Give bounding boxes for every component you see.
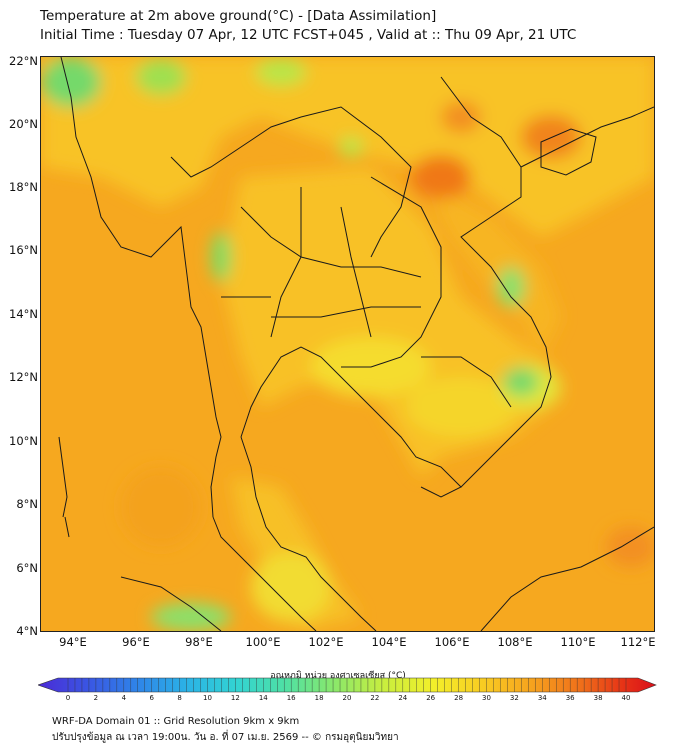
footer-update: ปรับปรุงข้อมูล ณ เวลา 19:00น. วัน อ. ที่… bbox=[52, 732, 399, 743]
colorbar-tick-label: 24 bbox=[398, 694, 408, 702]
lon-label: 94°E bbox=[59, 635, 87, 649]
colorbar-tick-label: 36 bbox=[565, 694, 575, 702]
colorbar-tick-label: 0 bbox=[65, 694, 71, 702]
country-borders bbox=[58, 57, 654, 631]
lat-label: 22°N bbox=[9, 54, 38, 68]
colorbar-tick-label: 6 bbox=[149, 694, 154, 702]
colorbar bbox=[38, 677, 657, 693]
lat-label: 16°N bbox=[9, 243, 38, 257]
lat-label: 18°N bbox=[9, 180, 38, 194]
footer-domain: WRF-DA Domain 01 :: Grid Resolution 9km … bbox=[52, 716, 300, 727]
colorbar-tick-label: 4 bbox=[121, 694, 127, 702]
colorbar-tick-label: 32 bbox=[509, 694, 519, 702]
colorbar-tick-label: 38 bbox=[593, 694, 603, 702]
colorbar-tick-label: 2 bbox=[93, 694, 99, 702]
lat-label: 8°N bbox=[16, 497, 38, 511]
lat-label: 12°N bbox=[9, 370, 38, 384]
lat-label: 20°N bbox=[9, 117, 38, 131]
colorbar-tick-label: 40 bbox=[621, 694, 631, 702]
lat-label: 10°N bbox=[9, 434, 38, 448]
lat-label: 14°N bbox=[9, 307, 38, 321]
lon-label: 108°E bbox=[497, 635, 533, 649]
lon-label: 98°E bbox=[185, 635, 213, 649]
colorbar-tick-label: 14 bbox=[258, 694, 268, 702]
colorbar-title: อุณหภูมิ หน่วย องศาเซลเซียส (°C) bbox=[270, 671, 406, 681]
colorbar-tick-label: 34 bbox=[537, 694, 547, 702]
lat-label: 4°N bbox=[16, 624, 38, 638]
colorbar-tick-label: 16 bbox=[286, 694, 296, 702]
colorbar-tick-label: 8 bbox=[177, 694, 182, 702]
colorbar-tick-label: 18 bbox=[314, 694, 324, 702]
colorbar-tick-label: 28 bbox=[454, 694, 464, 702]
lon-label: 112°E bbox=[620, 635, 656, 649]
colorbar-tick-label: 12 bbox=[230, 694, 240, 702]
colorbar-tick-label: 20 bbox=[342, 694, 352, 702]
map-canvas bbox=[41, 57, 654, 631]
lon-label: 110°E bbox=[560, 635, 596, 649]
colorbar-tick-label: 26 bbox=[426, 694, 436, 702]
colorbar-tick-label: 22 bbox=[370, 694, 380, 702]
lon-label: 100°E bbox=[245, 635, 281, 649]
lon-label: 104°E bbox=[371, 635, 407, 649]
lat-label: 6°N bbox=[16, 561, 38, 575]
colorbar-tick-label: 10 bbox=[203, 694, 212, 702]
colorbar-tick-label: 30 bbox=[482, 694, 491, 702]
lon-label: 96°E bbox=[122, 635, 150, 649]
lon-label: 106°E bbox=[434, 635, 470, 649]
lon-label: 102°E bbox=[308, 635, 344, 649]
map-subtitle: Initial Time : Tuesday 07 Apr, 12 UTC FC… bbox=[40, 27, 577, 43]
temperature-map bbox=[40, 56, 655, 632]
map-title: Temperature at 2m above ground(°C) - [Da… bbox=[40, 8, 437, 24]
